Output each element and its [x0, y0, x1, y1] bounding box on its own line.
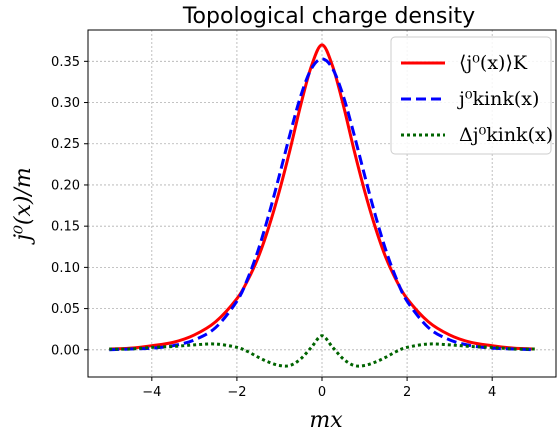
x-tick-label: 0	[318, 385, 326, 400]
y-tick-label: 0.30	[51, 96, 80, 111]
y-tick-label: 0.10	[51, 261, 80, 276]
series-kink-density-line	[109, 57, 535, 352]
series-delta-kink-density-line	[109, 334, 535, 368]
ticks: −4 −2 0 2 4 0.00 0.05 0.10 0.15 0.20 0.25 0.30 0.35	[51, 55, 496, 400]
legend-box	[390, 36, 552, 155]
y-tick-label: 0.05	[51, 302, 80, 317]
x-tick-label: 4	[488, 385, 496, 400]
y-axis-label: j⁰(x)/m	[11, 167, 36, 246]
legend: ⟨j⁰(x)⟩K j⁰kink(x) Δj⁰kink(x)	[390, 36, 553, 155]
legend-entry-kink-density: j⁰kink(x)	[457, 88, 539, 110]
y-tick-label: 0.25	[51, 137, 80, 152]
x-axis-label: mx	[309, 408, 343, 432]
y-tick-label: 0.00	[51, 343, 80, 358]
x-tick-label: −4	[142, 385, 161, 400]
series-layer	[109, 43, 535, 368]
series-kondo-density-line	[109, 43, 535, 351]
chart-title: Topological charge density	[182, 4, 475, 29]
legend-entry-delta-kink-density: Δj⁰kink(x)	[459, 124, 553, 146]
x-tick-label: −2	[227, 385, 246, 400]
x-tick-label: 2	[403, 385, 411, 400]
y-tick-label: 0.15	[51, 220, 80, 235]
y-tick-label: 0.35	[51, 55, 80, 70]
legend-entry-kondo-density: ⟨j⁰(x)⟩K	[459, 52, 528, 74]
y-tick-label: 0.20	[51, 178, 80, 193]
